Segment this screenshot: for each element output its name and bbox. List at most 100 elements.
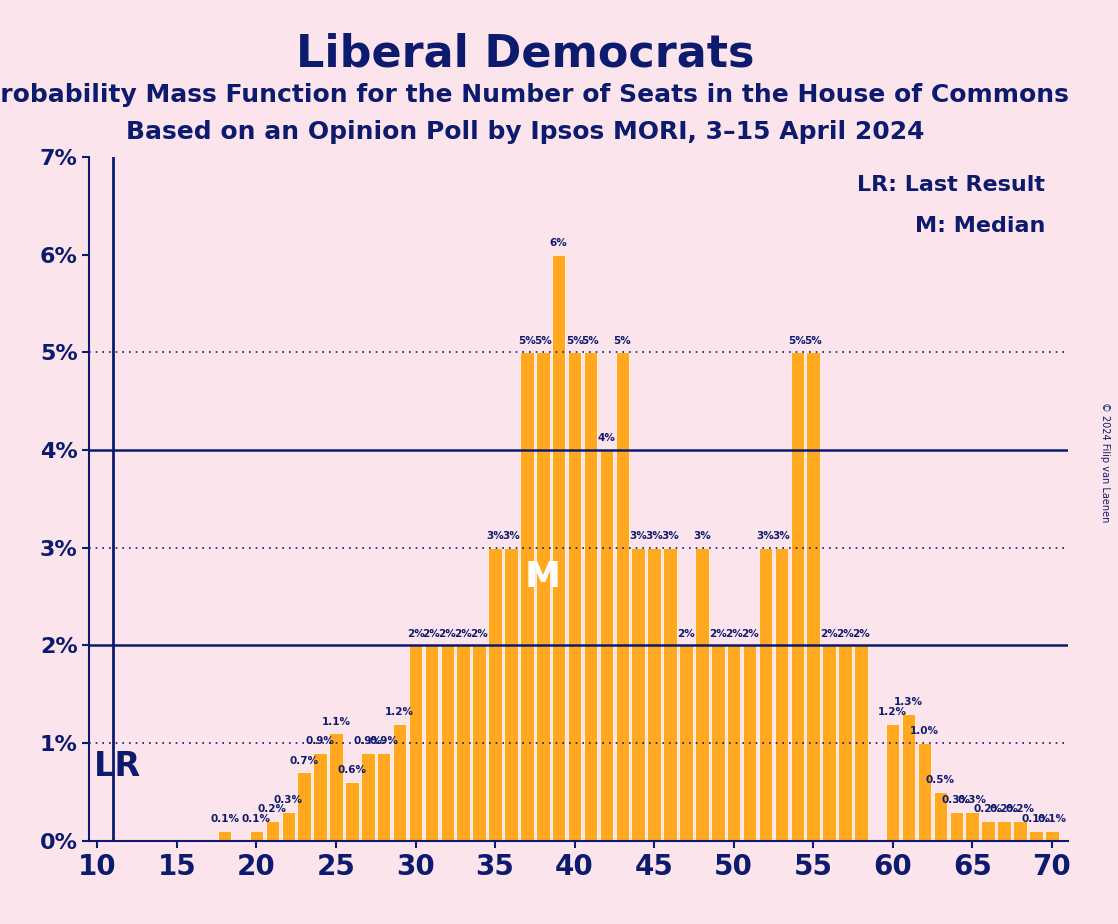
Text: 5%: 5%: [566, 335, 584, 346]
Text: 1.2%: 1.2%: [879, 707, 907, 717]
Text: 5%: 5%: [581, 335, 599, 346]
Text: 0.2%: 0.2%: [974, 805, 1003, 814]
Bar: [552, 255, 566, 841]
Text: M: Median: M: Median: [915, 216, 1045, 237]
Bar: [249, 831, 263, 841]
Bar: [297, 772, 311, 841]
Bar: [647, 548, 661, 841]
Text: 3%: 3%: [757, 531, 775, 541]
Bar: [329, 734, 343, 841]
Text: LR: Last Result: LR: Last Result: [858, 175, 1045, 195]
Text: 0.3%: 0.3%: [274, 795, 303, 805]
Bar: [440, 646, 454, 841]
Bar: [616, 352, 629, 841]
Text: 2%: 2%: [438, 628, 456, 638]
Bar: [823, 646, 836, 841]
Text: 2%: 2%: [709, 628, 727, 638]
Bar: [997, 821, 1011, 841]
Bar: [727, 646, 740, 841]
Text: 1.3%: 1.3%: [894, 697, 923, 707]
Bar: [392, 723, 406, 841]
Text: 0.2%: 0.2%: [1005, 805, 1034, 814]
Text: 3%: 3%: [502, 531, 520, 541]
Text: Probability Mass Function for the Number of Seats in the House of Commons: Probability Mass Function for the Number…: [0, 83, 1069, 107]
Text: © 2024 Filip van Laenen: © 2024 Filip van Laenen: [1100, 402, 1109, 522]
Text: 2%: 2%: [836, 628, 854, 638]
Text: 2%: 2%: [471, 628, 489, 638]
Bar: [934, 792, 947, 841]
Bar: [266, 821, 280, 841]
Text: Liberal Democrats: Liberal Democrats: [296, 32, 755, 76]
Text: 2%: 2%: [741, 628, 758, 638]
Text: 0.9%: 0.9%: [369, 736, 398, 746]
Bar: [759, 548, 773, 841]
Bar: [282, 811, 295, 841]
Bar: [456, 646, 470, 841]
Bar: [790, 352, 804, 841]
Text: 0.3%: 0.3%: [941, 795, 970, 805]
Bar: [632, 548, 645, 841]
Bar: [982, 821, 995, 841]
Bar: [885, 723, 900, 841]
Text: 3%: 3%: [661, 531, 679, 541]
Bar: [806, 352, 819, 841]
Text: 3%: 3%: [773, 531, 790, 541]
Text: 2%: 2%: [821, 628, 838, 638]
Text: 2%: 2%: [454, 628, 472, 638]
Text: 5%: 5%: [788, 335, 806, 346]
Text: 3%: 3%: [486, 531, 504, 541]
Bar: [679, 646, 693, 841]
Text: 3%: 3%: [693, 531, 711, 541]
Text: 0.9%: 0.9%: [353, 736, 382, 746]
Text: 0.6%: 0.6%: [338, 765, 367, 775]
Bar: [473, 646, 486, 841]
Text: 0.1%: 0.1%: [210, 814, 239, 824]
Bar: [536, 352, 550, 841]
Text: 5%: 5%: [534, 335, 551, 346]
Text: 0.2%: 0.2%: [989, 805, 1018, 814]
Bar: [1013, 821, 1026, 841]
Text: 5%: 5%: [518, 335, 536, 346]
Text: 0.1%: 0.1%: [1022, 814, 1051, 824]
Text: 0.3%: 0.3%: [958, 795, 987, 805]
Bar: [345, 783, 359, 841]
Bar: [218, 831, 231, 841]
Bar: [949, 811, 963, 841]
Bar: [711, 646, 724, 841]
Bar: [409, 646, 423, 841]
Bar: [918, 743, 931, 841]
Text: M: M: [524, 560, 561, 594]
Bar: [361, 753, 375, 841]
Text: 4%: 4%: [597, 433, 615, 444]
Bar: [425, 646, 438, 841]
Text: 0.1%: 0.1%: [1038, 814, 1067, 824]
Bar: [663, 548, 676, 841]
Text: 0.5%: 0.5%: [926, 775, 955, 785]
Bar: [854, 646, 868, 841]
Text: LR: LR: [94, 750, 142, 784]
Text: 2%: 2%: [724, 628, 742, 638]
Bar: [1029, 831, 1043, 841]
Bar: [775, 548, 788, 841]
Bar: [902, 714, 916, 841]
Bar: [504, 548, 518, 841]
Text: 0.1%: 0.1%: [241, 814, 271, 824]
Text: 6%: 6%: [550, 237, 568, 248]
Text: 5%: 5%: [614, 335, 632, 346]
Bar: [695, 548, 709, 841]
Text: Based on an Opinion Poll by Ipsos MORI, 3–15 April 2024: Based on an Opinion Poll by Ipsos MORI, …: [126, 120, 925, 144]
Bar: [520, 352, 533, 841]
Text: 3%: 3%: [645, 531, 663, 541]
Text: 2%: 2%: [423, 628, 440, 638]
Bar: [489, 548, 502, 841]
Bar: [1045, 831, 1059, 841]
Text: 5%: 5%: [804, 335, 822, 346]
Bar: [838, 646, 852, 841]
Text: 1.0%: 1.0%: [910, 726, 939, 736]
Bar: [584, 352, 597, 841]
Text: 0.9%: 0.9%: [305, 736, 334, 746]
Bar: [568, 352, 581, 841]
Bar: [377, 753, 390, 841]
Text: 2%: 2%: [407, 628, 425, 638]
Text: 3%: 3%: [629, 531, 647, 541]
